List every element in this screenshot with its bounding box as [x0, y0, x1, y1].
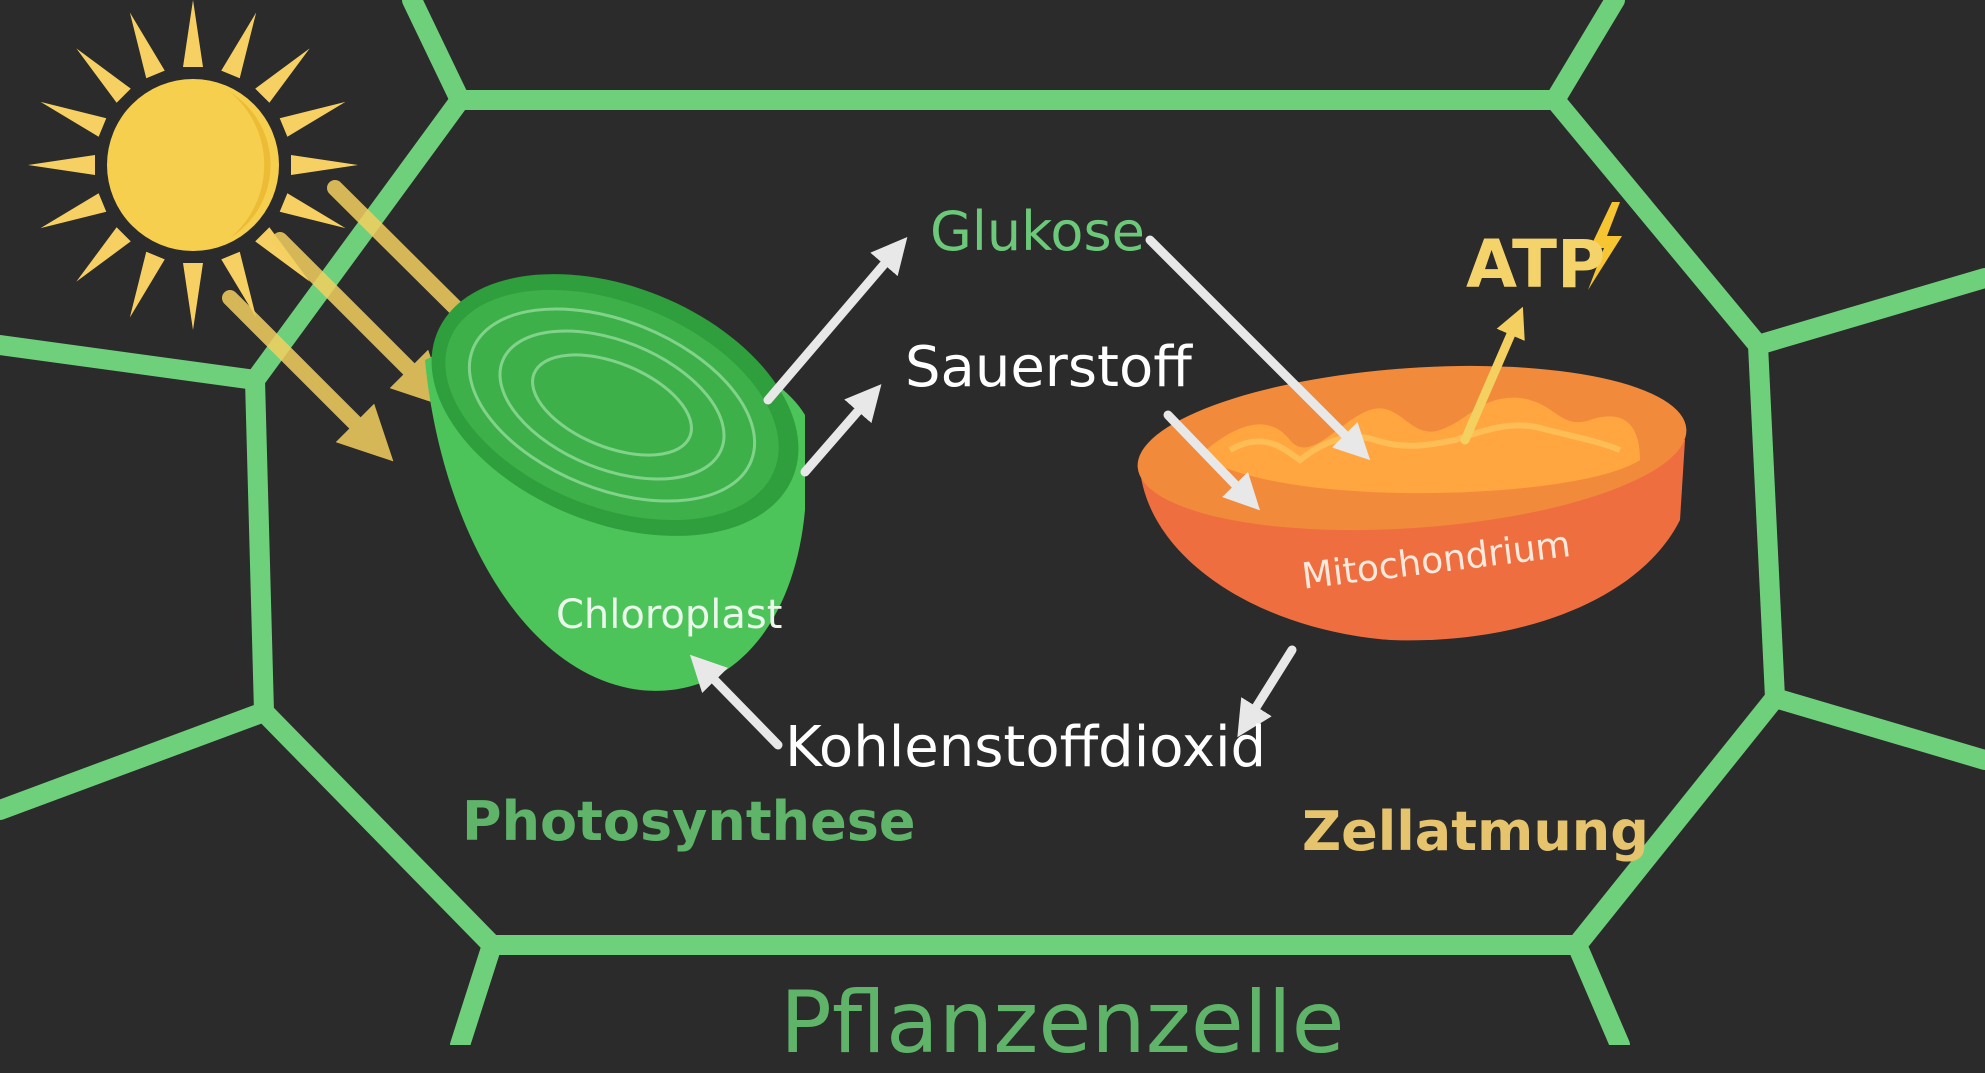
atp-label: ATP — [1466, 226, 1606, 303]
arrow-sauerstoff-to-mito — [1163, 410, 1260, 511]
cell-walls — [0, 0, 1985, 1045]
zellatmung-label: Zellatmung — [1302, 800, 1649, 863]
pflanzenzelle-label: Pflanzenzelle — [780, 973, 1345, 1073]
sun-icon — [28, 0, 358, 330]
arrow-to-atp — [1460, 306, 1525, 445]
arrow-to-glukose — [763, 237, 908, 405]
photosynthese-label: Photosynthese — [462, 790, 916, 853]
arrow-glukose-to-mito — [1145, 235, 1371, 461]
sauerstoff-label: Sauerstoff — [905, 335, 1192, 400]
chloroplast-label: Chloroplast — [556, 592, 783, 638]
kohlenstoffdioxid-label: Kohlenstoffdioxid — [785, 715, 1267, 780]
arrow-to-kohlenstoffdioxid — [1237, 645, 1297, 738]
arrow-co2-to-chloroplast — [689, 654, 783, 750]
glukose-label: Glukose — [930, 200, 1145, 263]
mitochondrion — [1137, 365, 1687, 641]
chloroplast — [425, 274, 805, 691]
plant-cell-diagram — [0, 0, 1985, 1045]
flow-arrows — [689, 235, 1371, 750]
arrow-to-sauerstoff — [800, 384, 882, 477]
lightning-icon — [1588, 202, 1622, 290]
